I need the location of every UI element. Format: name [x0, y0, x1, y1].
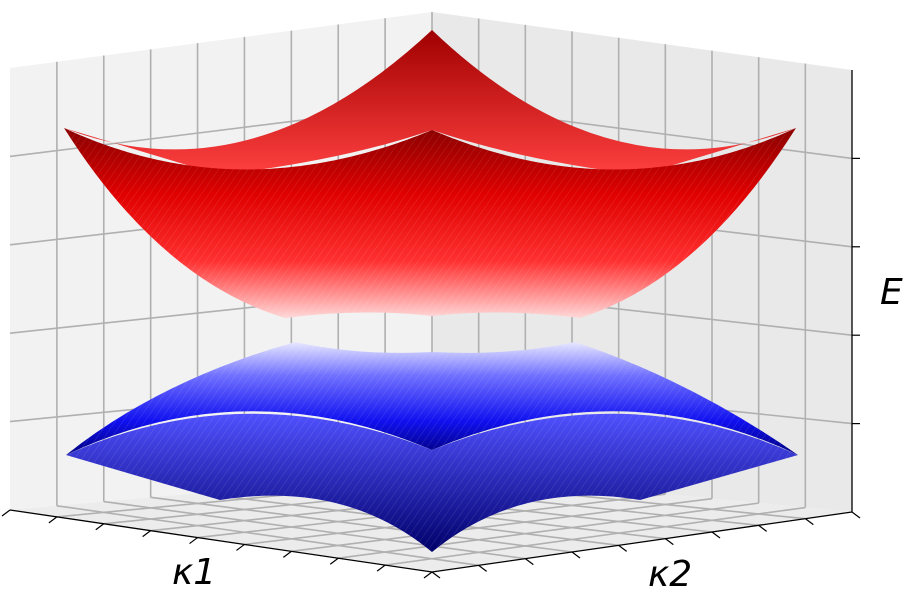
upper-band-surface [64, 30, 796, 318]
y-axis-tick [571, 551, 581, 559]
axis-ticks [1, 157, 861, 579]
x-axis-tick [189, 537, 198, 545]
x-axis-tick [142, 530, 152, 538]
x-axis-tick [48, 516, 58, 524]
x-axis-tick [423, 571, 433, 579]
y-axis-tick [758, 524, 768, 532]
floor-grid [291, 497, 713, 553]
y-axis-tick [804, 518, 814, 526]
floor-grid [103, 500, 526, 560]
lower-band-surface [66, 342, 798, 552]
upper-band-back [64, 30, 796, 175]
x-axis-tick [1, 509, 11, 517]
floor-grid [150, 496, 573, 553]
floor-grid [385, 506, 806, 566]
y-axis-tick [478, 564, 488, 572]
x-axis-tick [282, 550, 292, 558]
y-axis-tick [431, 571, 441, 579]
y-axis-tick [851, 511, 861, 519]
z-axis-label: E [880, 272, 903, 313]
x-axis-tick [236, 543, 245, 551]
y-axis-tick [618, 544, 628, 552]
y-axis-tick [664, 538, 674, 546]
x-axis-tick [95, 523, 105, 531]
x-axis-tick [329, 557, 339, 565]
floor-grid [338, 502, 759, 560]
y-axis-tick [524, 558, 534, 566]
x-axis-label: κ1 [172, 552, 216, 593]
x-axis-tick [376, 564, 386, 572]
floor-grid [56, 504, 479, 567]
y-axis-tick [711, 531, 721, 539]
y-axis-label: κ2 [648, 554, 692, 595]
